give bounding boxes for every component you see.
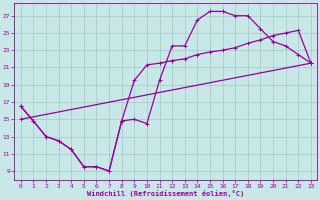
X-axis label: Windchill (Refroidissement éolien,°C): Windchill (Refroidissement éolien,°C) — [87, 190, 244, 197]
